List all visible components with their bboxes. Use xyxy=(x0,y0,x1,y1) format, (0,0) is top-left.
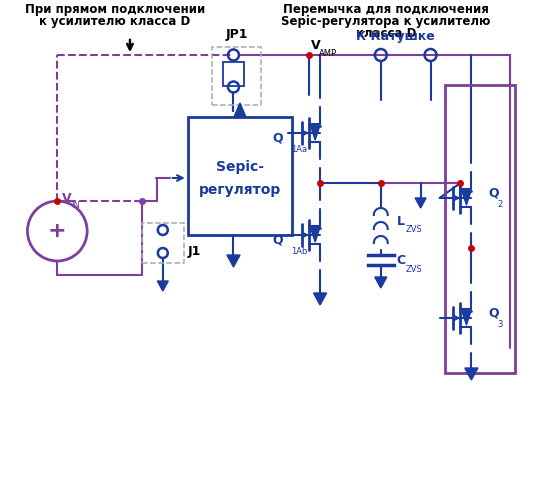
Polygon shape xyxy=(415,198,426,208)
Polygon shape xyxy=(311,228,320,242)
Text: JP1: JP1 xyxy=(225,28,248,41)
Text: +: + xyxy=(48,221,67,241)
Text: ZVS: ZVS xyxy=(406,265,422,274)
Polygon shape xyxy=(462,311,471,325)
Text: L: L xyxy=(397,214,405,227)
Text: ZVS: ZVS xyxy=(406,225,422,234)
Text: Sepic-: Sepic- xyxy=(216,159,264,174)
Polygon shape xyxy=(314,293,327,305)
Bar xyxy=(446,85,515,373)
Text: V: V xyxy=(311,39,321,51)
Text: К Катушке: К Катушке xyxy=(356,30,434,42)
Polygon shape xyxy=(157,281,168,291)
Text: 2: 2 xyxy=(497,200,503,209)
Text: 1Ab: 1Ab xyxy=(291,247,307,256)
Polygon shape xyxy=(465,368,478,380)
Text: C: C xyxy=(397,254,406,267)
Polygon shape xyxy=(311,126,320,140)
Text: класса D: класса D xyxy=(356,27,416,40)
Bar xyxy=(223,62,244,86)
Text: AMP: AMP xyxy=(319,49,337,58)
Text: При прямом подключении: При прямом подключении xyxy=(25,3,205,16)
Bar xyxy=(142,223,184,263)
Text: Q: Q xyxy=(273,131,283,144)
Bar xyxy=(188,117,292,235)
Text: Перемычка для подключения: Перемычка для подключения xyxy=(283,3,489,16)
Text: Q: Q xyxy=(273,233,283,246)
Text: IN: IN xyxy=(72,201,80,210)
Polygon shape xyxy=(227,255,240,267)
Bar xyxy=(212,47,261,105)
Text: V: V xyxy=(62,192,72,205)
Polygon shape xyxy=(375,277,387,288)
Text: 3: 3 xyxy=(497,320,503,329)
Text: регулятор: регулятор xyxy=(199,183,281,197)
Text: к усилителю класса D: к усилителю класса D xyxy=(40,15,191,28)
Text: Q: Q xyxy=(488,306,499,319)
Polygon shape xyxy=(462,191,471,205)
Text: 1Aa: 1Aa xyxy=(291,145,307,154)
Text: Q: Q xyxy=(488,187,499,200)
Polygon shape xyxy=(234,103,246,117)
Text: Sepic-регулятора к усилителю: Sepic-регулятора к усилителю xyxy=(281,15,491,28)
Text: J1: J1 xyxy=(188,244,201,258)
